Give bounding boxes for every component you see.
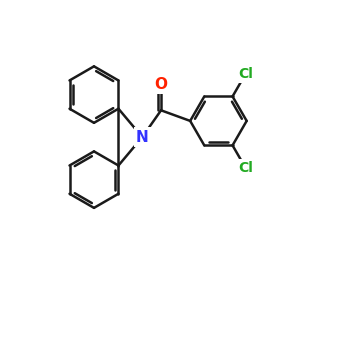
Text: O: O [155, 77, 168, 92]
Text: Cl: Cl [238, 67, 253, 81]
Text: N: N [136, 130, 149, 145]
Text: Cl: Cl [238, 161, 253, 175]
